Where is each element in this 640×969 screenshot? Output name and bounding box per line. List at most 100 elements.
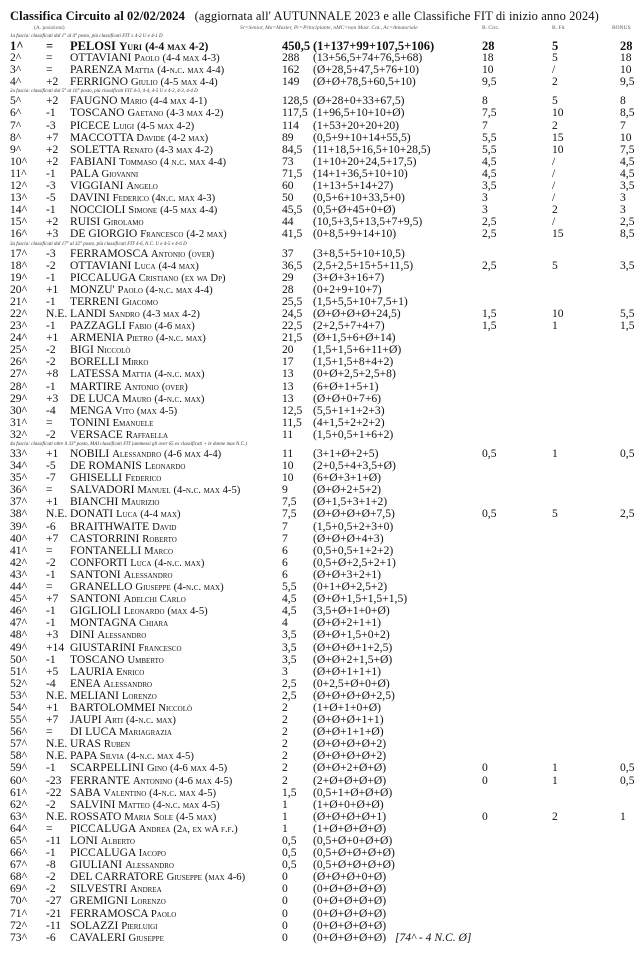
player-name: FONTANELLI Marco [70, 543, 173, 557]
player-note: (4-5 max) [175, 810, 217, 823]
bonus-circuit: 9,5 [482, 75, 497, 89]
position: 44^ [10, 580, 28, 594]
first-name: Mirko [121, 356, 149, 369]
position-change: -5 [46, 191, 56, 205]
surname: SANTONI [70, 567, 124, 581]
player-name: GIULIANI Alessandro [70, 859, 174, 872]
position-change: -2 [46, 555, 56, 569]
bonus: 3 [620, 191, 626, 205]
table-row: 8^ +7 MACCOTTA Davide (4-2 max) 89 (0,5+9+1… [0, 130, 640, 144]
points-breakdown: (2+2,5+7+4+7) [313, 319, 385, 333]
position-change: -3 [46, 118, 56, 132]
section-heading: 3a fascia: classificati dal 17° al 32° p… [10, 241, 187, 247]
surname: BIANCHI [70, 495, 119, 509]
surname: FONTANELLI [70, 543, 142, 557]
points-breakdown: (1,5+1,5+8+4+2) [313, 355, 394, 369]
points: 128,5 [282, 94, 309, 108]
points-breakdown: (Ø+Ø+2+1+1) [313, 616, 382, 630]
table-row: 52^ -4 ENEA Alessandro 2,5 (0+2,5+Ø+0+Ø) [0, 676, 640, 690]
bonus-fit: / [552, 166, 556, 180]
points-breakdown: (1+10+20+24,5+17,5) [313, 154, 417, 168]
bonus: 0,5 [620, 773, 635, 787]
bonus-circuit: 1,5 [482, 306, 497, 320]
section-heading: 4a fascia: classificati oltre il 33° pos… [10, 442, 247, 447]
position: 46^ [10, 604, 28, 618]
bonus-fit: 1 [552, 319, 558, 333]
player-note: (4-n.c. max) [155, 332, 206, 345]
points: 4,5 [282, 604, 297, 618]
bonus-fit: 5 [552, 507, 558, 521]
position: 54^ [10, 700, 28, 714]
surname: SOLETTA [70, 142, 120, 156]
points-breakdown: (0,5+Ø+0+Ø+Ø) [313, 834, 393, 847]
points: 45,5 [282, 203, 303, 217]
table-row: 6^ -1 TOSCANO Gaetano (4-3 max 4-2) 117,5 (… [0, 106, 640, 120]
position: 20^ [10, 282, 28, 296]
position-change: -1 [46, 270, 56, 284]
player-name: PELOSI Yuri (4-4 max 4-2) [70, 40, 208, 53]
player-name: FABIANI Tommaso (4 n.c. max 4-4) [70, 155, 226, 168]
table-row: 62^ -2 SALVINI Matteo (4-n.c. max 4-5) 1 (1… [0, 797, 640, 811]
position-change: -4 [46, 676, 56, 690]
surname: TOSCANO [70, 106, 125, 120]
position-change: N.E. [46, 507, 68, 521]
position: 8^ [10, 130, 22, 144]
surname: VIGGIANI [70, 179, 127, 193]
bonus-circuit: 7,5 [482, 106, 497, 120]
surname: OTTAVIANI [70, 51, 132, 65]
points: 60 [282, 179, 294, 193]
points-breakdown: (3+1+Ø+2+5) [313, 447, 379, 460]
position-change: -2 [46, 258, 56, 272]
points-breakdown: (Ø+28+0+33+67,5) [313, 94, 405, 108]
player-note: (4-6 max 4-5) [170, 762, 228, 775]
points: 2 [282, 749, 288, 763]
first-name: Paolo [150, 907, 177, 920]
position: 17^ [10, 246, 28, 260]
table-row: 16^ +3 DE GIORGIO Francesco (4-2 max) 41,5… [0, 228, 640, 241]
player-name: PAZZAGLI Fabio (4-6 max) [70, 320, 195, 333]
bonus: 1 [620, 809, 626, 823]
table-row: 47^ -1 MONTAGNA Chiara 4 (Ø+Ø+2+1+1) [0, 616, 640, 630]
points-breakdown: (0+2,5+Ø+0+Ø) [313, 676, 390, 690]
table-row: 60^ -23 FERRANTE Antonino (4-6 max 4-5) 2 (… [0, 773, 640, 787]
position-change: +5 [46, 664, 59, 678]
points-breakdown: (2,5+2,5+15+5+11,5) [313, 258, 414, 272]
player-note: (4-4 max) [158, 259, 199, 272]
player-name: DEL CARRATORE Giuseppe (max 4-6) [70, 871, 245, 884]
points-breakdown: (0,5+Ø+45+0+Ø) [313, 203, 396, 217]
bonus-circuit: 0,5 [482, 447, 497, 460]
first-name: Arti [104, 714, 124, 727]
position-change: -23 [46, 773, 62, 787]
bonus: 28 [620, 39, 633, 53]
table-row: 53^ N.E. MELIANI Lorenzo 2,5 (Ø+Ø+Ø+Ø+2,5) [0, 689, 640, 702]
points-breakdown: (Ø+1,5+6+Ø+14) [313, 331, 396, 345]
bonus: 18 [620, 51, 632, 65]
position: 36^ [10, 483, 28, 497]
first-name: Ruben [103, 738, 131, 751]
first-name: Francesco [138, 641, 182, 654]
table-row: 69^ -2 SILVESTRI Andrea 0 (0+Ø+Ø+Ø+Ø) [0, 882, 640, 896]
points-breakdown: (0+Ø+Ø+Ø+Ø) [313, 882, 387, 896]
position-change: = [46, 415, 53, 429]
table-row: 21^ -1 TERRENI Giacomo 25,5 (1,5+5,5+10+7,5… [0, 295, 640, 308]
position: 34^ [10, 459, 28, 473]
position: 4^ [10, 75, 22, 89]
position: 5^ [10, 94, 22, 108]
points-breakdown: (0,5+0,5+1+2+2) [313, 543, 394, 557]
player-name: ROSSATO Maria Sole (4-5 max) [70, 810, 217, 823]
surname: BORELLI [70, 355, 119, 369]
surname: MONZU' [70, 282, 115, 296]
first-name: Cristiano [138, 271, 179, 284]
first-name: Iacopo [138, 847, 166, 860]
surname: GHISELLI [70, 471, 126, 485]
table-row: 11^ -1 PALA Giovanni 71,5 (14+1+36,5+10+10)… [0, 166, 640, 180]
points: 7 [282, 531, 288, 545]
player-name: PICCALUGA Iacopo [70, 847, 166, 860]
position-change: = [46, 580, 53, 594]
first-name: Enrico [116, 665, 145, 678]
surname: SALVINI [70, 797, 119, 811]
player-note: (4n.c. max 4-3) [151, 192, 216, 205]
player-name: GIGLIOLI Leonardo (max 4-5) [70, 605, 208, 618]
table-row: 34^ -5 DE ROMANIS Leonardo 10 (2+0,5+4+3,5+… [0, 459, 640, 473]
player-note: (4-4 max 4-3) [162, 52, 220, 65]
